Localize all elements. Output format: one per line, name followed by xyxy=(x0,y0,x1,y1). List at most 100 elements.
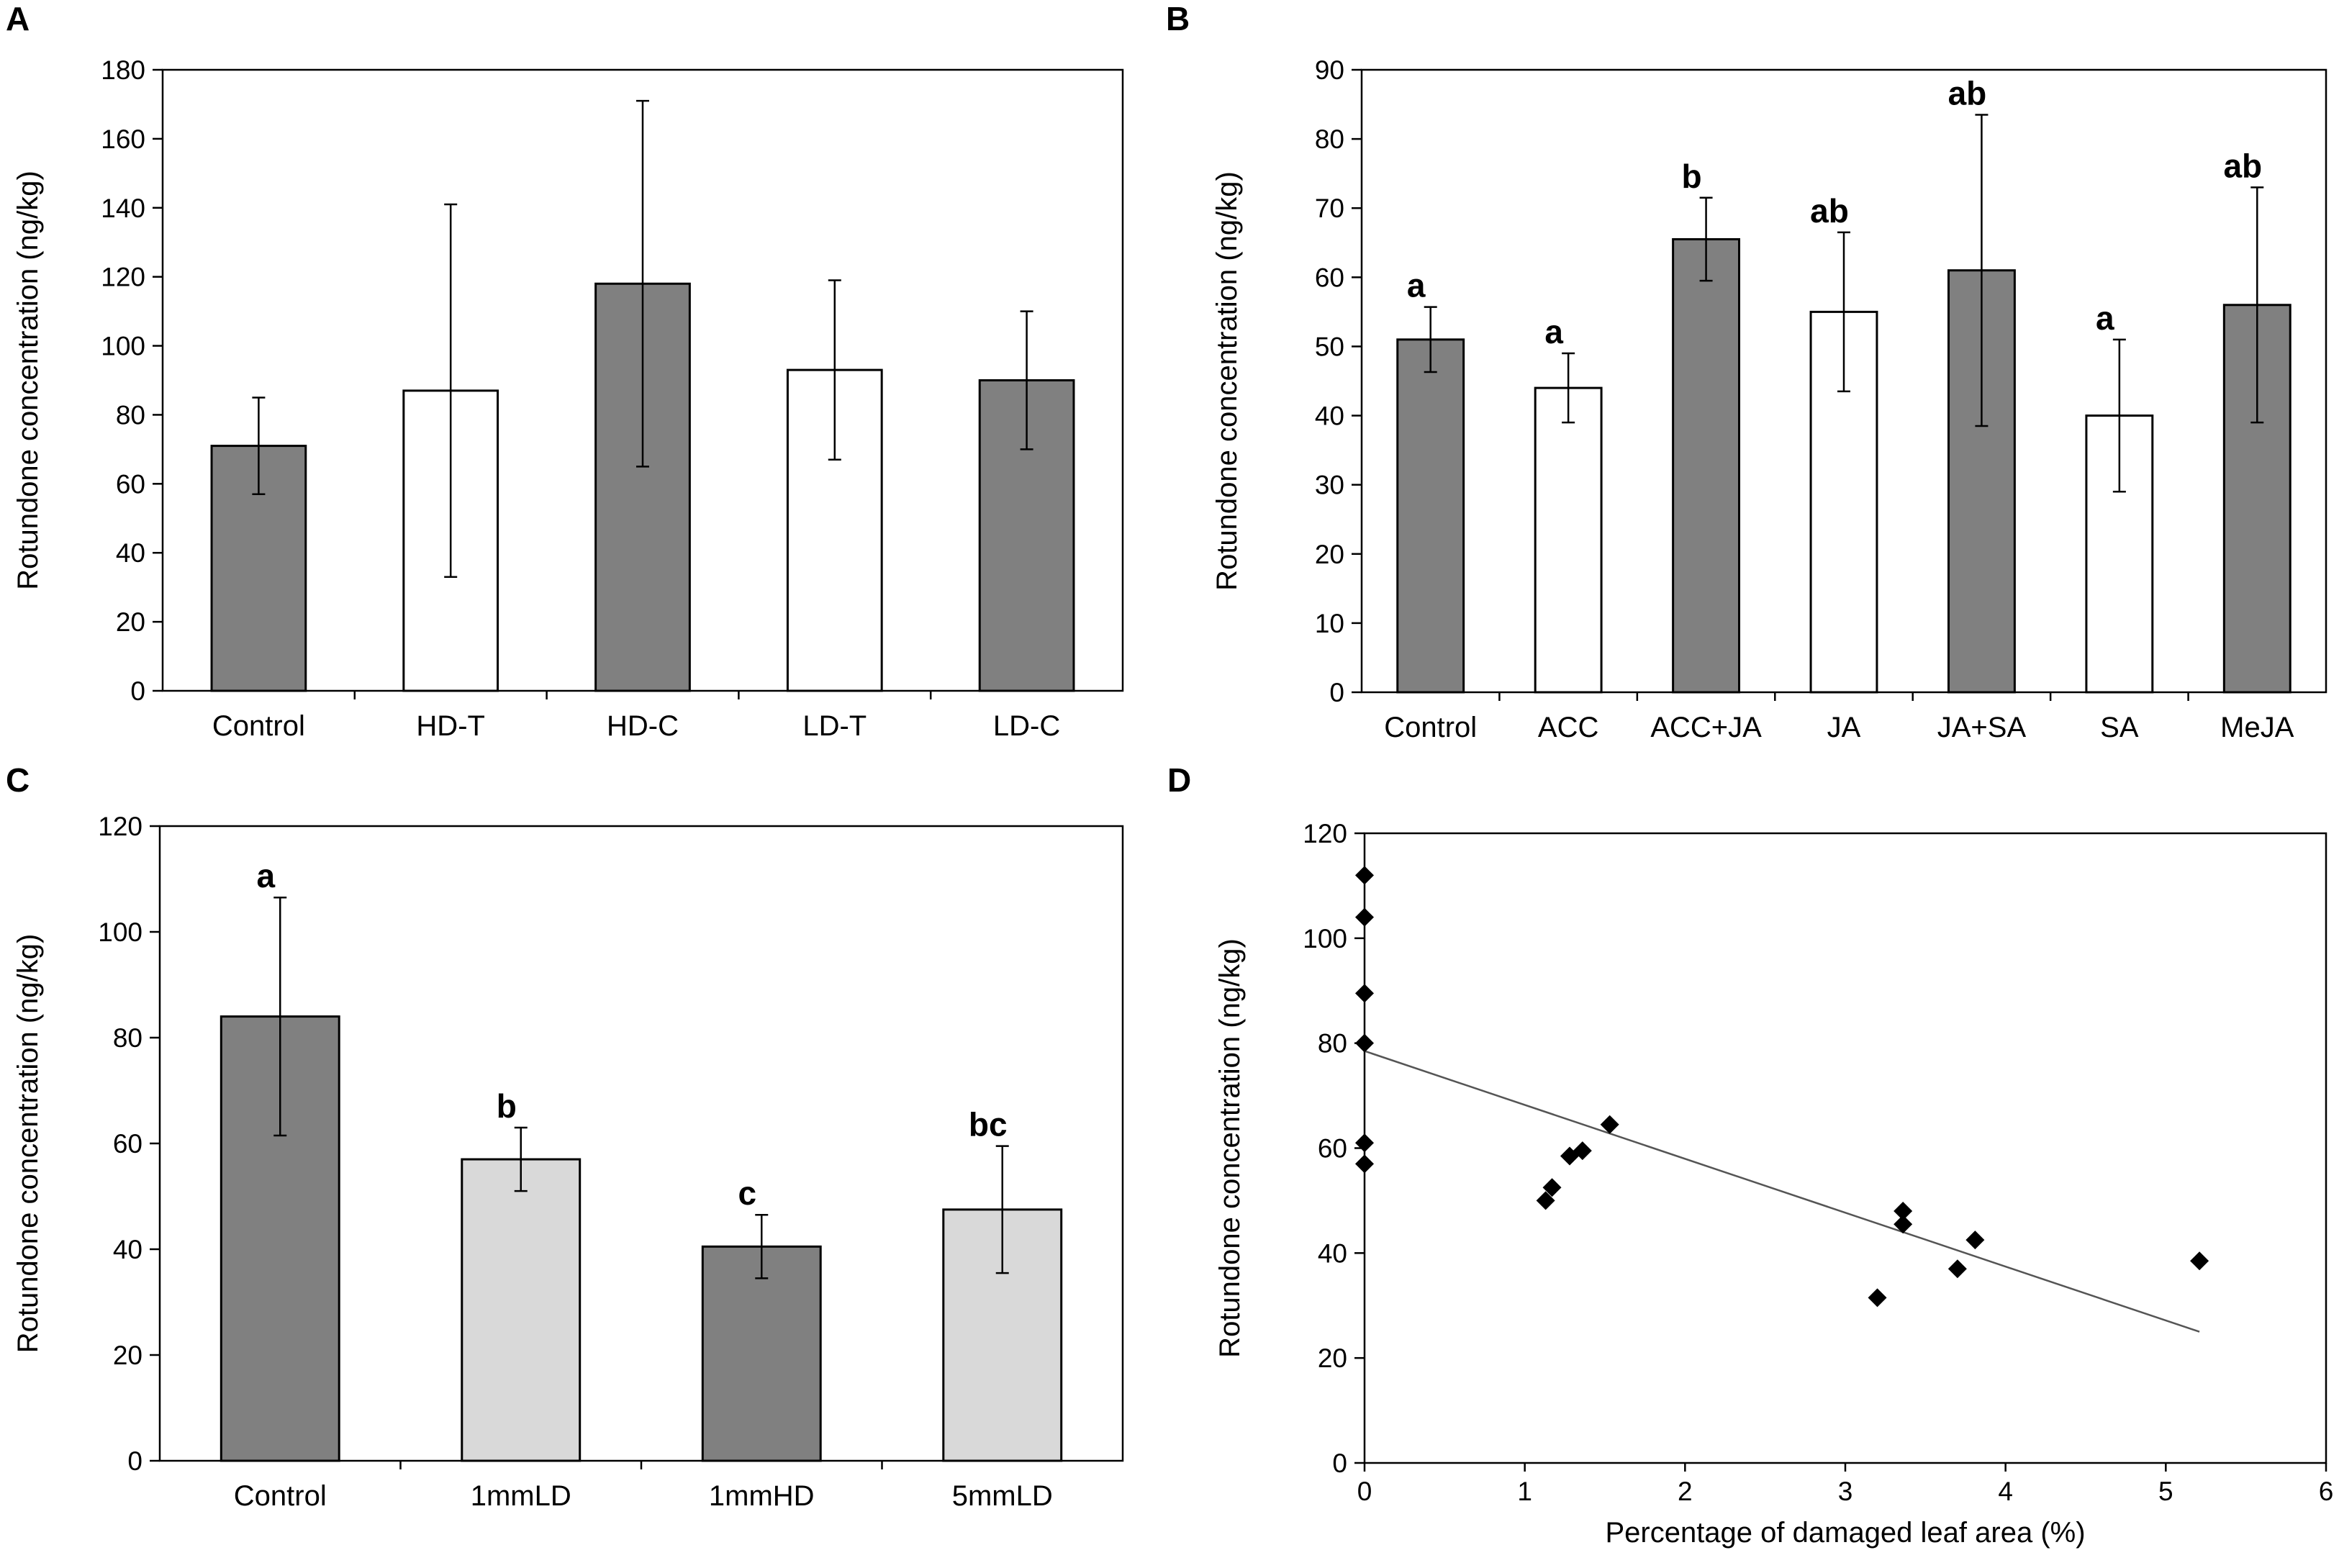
x-category-label: Control xyxy=(1384,712,1477,743)
trend-line xyxy=(1364,1050,2200,1333)
x-tick-label: 1 xyxy=(1517,1477,1532,1506)
x-category-label: ACC+JA xyxy=(1650,712,1762,743)
plot-area-frame xyxy=(1363,832,2327,1464)
significance-letter: c xyxy=(738,1174,756,1212)
y-tick-label: 120 xyxy=(1303,819,1347,848)
bar-acc xyxy=(1534,386,1603,694)
y-tick-label: 20 xyxy=(113,1341,142,1370)
y-tick-label: 40 xyxy=(116,538,145,568)
significance-letter: a xyxy=(256,857,275,894)
x-tick-label: 6 xyxy=(2319,1477,2334,1506)
y-tick-label: 20 xyxy=(1315,540,1344,569)
x-category-label: 1mmHD xyxy=(709,1480,815,1512)
x-category-label: Control xyxy=(234,1480,327,1512)
panel-label-a: A xyxy=(6,0,30,37)
bar-1mmld xyxy=(461,1158,582,1462)
y-tick-label: 20 xyxy=(1318,1343,1347,1373)
bar-ld-t xyxy=(786,368,883,692)
y-tick-label: 40 xyxy=(1315,402,1344,431)
x-tick-label: 2 xyxy=(1678,1477,1693,1506)
panel-a-bar-chart: 0 20 40 60 80 100 120 140 160 180 Rotundone concen… xyxy=(12,55,1124,742)
data-point-marker xyxy=(1542,1178,1562,1197)
y-tick-label: 80 xyxy=(1315,124,1344,154)
y-tick-label: 140 xyxy=(101,194,145,223)
y-tick-label: 100 xyxy=(98,917,142,947)
significance-letter: b xyxy=(1682,158,1702,195)
x-category-label: Control xyxy=(212,710,305,742)
y-tick-label: 90 xyxy=(1315,55,1344,85)
y-tick-label: 120 xyxy=(101,263,145,292)
y-tick-label: 120 xyxy=(98,812,142,841)
significance-letter: ab xyxy=(2223,147,2262,184)
y-tick-label: 180 xyxy=(101,55,145,85)
x-axis-title: Percentage of damaged leaf area (%) xyxy=(1605,1517,2085,1549)
y-tick-label: 30 xyxy=(1315,471,1344,500)
y-axis-title: Rotundone concentration (ng/kg) xyxy=(1211,171,1243,591)
data-point-marker xyxy=(1965,1231,1985,1250)
x-category-label: LD-C xyxy=(993,710,1060,742)
x-tick-label: 4 xyxy=(1998,1477,2013,1506)
data-point-marker xyxy=(1355,907,1374,927)
y-tick-label: 100 xyxy=(101,332,145,361)
significance-letter: a xyxy=(2096,299,2114,337)
data-point-marker xyxy=(2190,1251,2209,1271)
data-point-marker xyxy=(1355,1133,1374,1153)
significance-letter: bc xyxy=(969,1106,1008,1143)
x-category-label: HD-C xyxy=(607,710,679,742)
y-tick-label: 40 xyxy=(113,1235,142,1264)
y-tick-label: 60 xyxy=(113,1129,142,1159)
x-category-label: SA xyxy=(2100,712,2139,743)
data-point-marker xyxy=(1355,1033,1374,1053)
y-tick-label: 60 xyxy=(116,469,145,499)
y-tick-label: 20 xyxy=(116,607,145,637)
x-category-label: 1mmLD xyxy=(471,1480,571,1512)
y-tick-label: 0 xyxy=(127,1446,142,1476)
bar-control xyxy=(1396,338,1465,694)
data-point-marker xyxy=(1868,1288,1887,1308)
x-category-label: 5mmLD xyxy=(952,1480,1053,1512)
data-point-marker xyxy=(1355,1154,1374,1174)
panel-label-b: B xyxy=(1166,0,1190,37)
y-tick-label: 80 xyxy=(113,1023,142,1053)
significance-letter: ab xyxy=(1810,192,1849,230)
y-tick-label: 0 xyxy=(130,676,145,706)
panel-label-d: D xyxy=(1167,761,1191,799)
x-category-label: HD-T xyxy=(416,710,485,742)
y-tick-label: 50 xyxy=(1315,332,1344,361)
y-tick-label: 0 xyxy=(1332,1449,1347,1478)
significance-letter: ab xyxy=(1948,74,1987,112)
significance-letter: a xyxy=(1407,267,1426,304)
y-tick-label: 40 xyxy=(1318,1238,1347,1268)
y-axis-title: Rotundone concentration (ng/kg) xyxy=(12,934,44,1354)
x-category-label: LD-T xyxy=(802,710,867,742)
significance-letter: b xyxy=(497,1087,517,1125)
data-point-marker xyxy=(1600,1115,1619,1134)
panel-c-bar-chart: 0 20 40 60 80 100 120 Rotundone concentration (… xyxy=(12,812,1124,1512)
data-point-marker xyxy=(1573,1141,1592,1161)
x-tick-label: 5 xyxy=(2158,1477,2173,1506)
y-tick-label: 0 xyxy=(1329,678,1344,707)
y-axis-title: Rotundone concentration (ng/kg) xyxy=(1214,938,1246,1358)
panel-b-bar-chart: 0 10 20 30 40 50 60 70 80 90 Rotundone concentrati… xyxy=(1211,55,2327,743)
data-point-marker xyxy=(1536,1191,1555,1210)
data-point-marker xyxy=(1894,1202,1913,1220)
significance-letter: a xyxy=(1544,313,1563,350)
panel-label-c: C xyxy=(6,761,30,799)
y-tick-label: 80 xyxy=(1318,1029,1347,1059)
data-point-marker xyxy=(1947,1259,1967,1279)
x-category-label: JA xyxy=(1827,712,1861,743)
y-tick-label: 100 xyxy=(1303,924,1347,953)
x-tick-label: 0 xyxy=(1357,1477,1372,1506)
x-category-label: ACC xyxy=(1538,712,1598,743)
y-axis-title: Rotundone concentration (ng/kg) xyxy=(12,171,44,590)
bar-1mmhd xyxy=(701,1245,822,1462)
x-category-label: MeJA xyxy=(2220,712,2294,743)
y-tick-label: 60 xyxy=(1318,1134,1347,1164)
x-category-label: JA+SA xyxy=(1937,712,2027,743)
y-tick-label: 10 xyxy=(1315,609,1344,638)
y-tick-label: 60 xyxy=(1315,263,1344,292)
bar-acc-ja xyxy=(1672,237,1741,694)
data-point-marker xyxy=(1355,866,1374,885)
